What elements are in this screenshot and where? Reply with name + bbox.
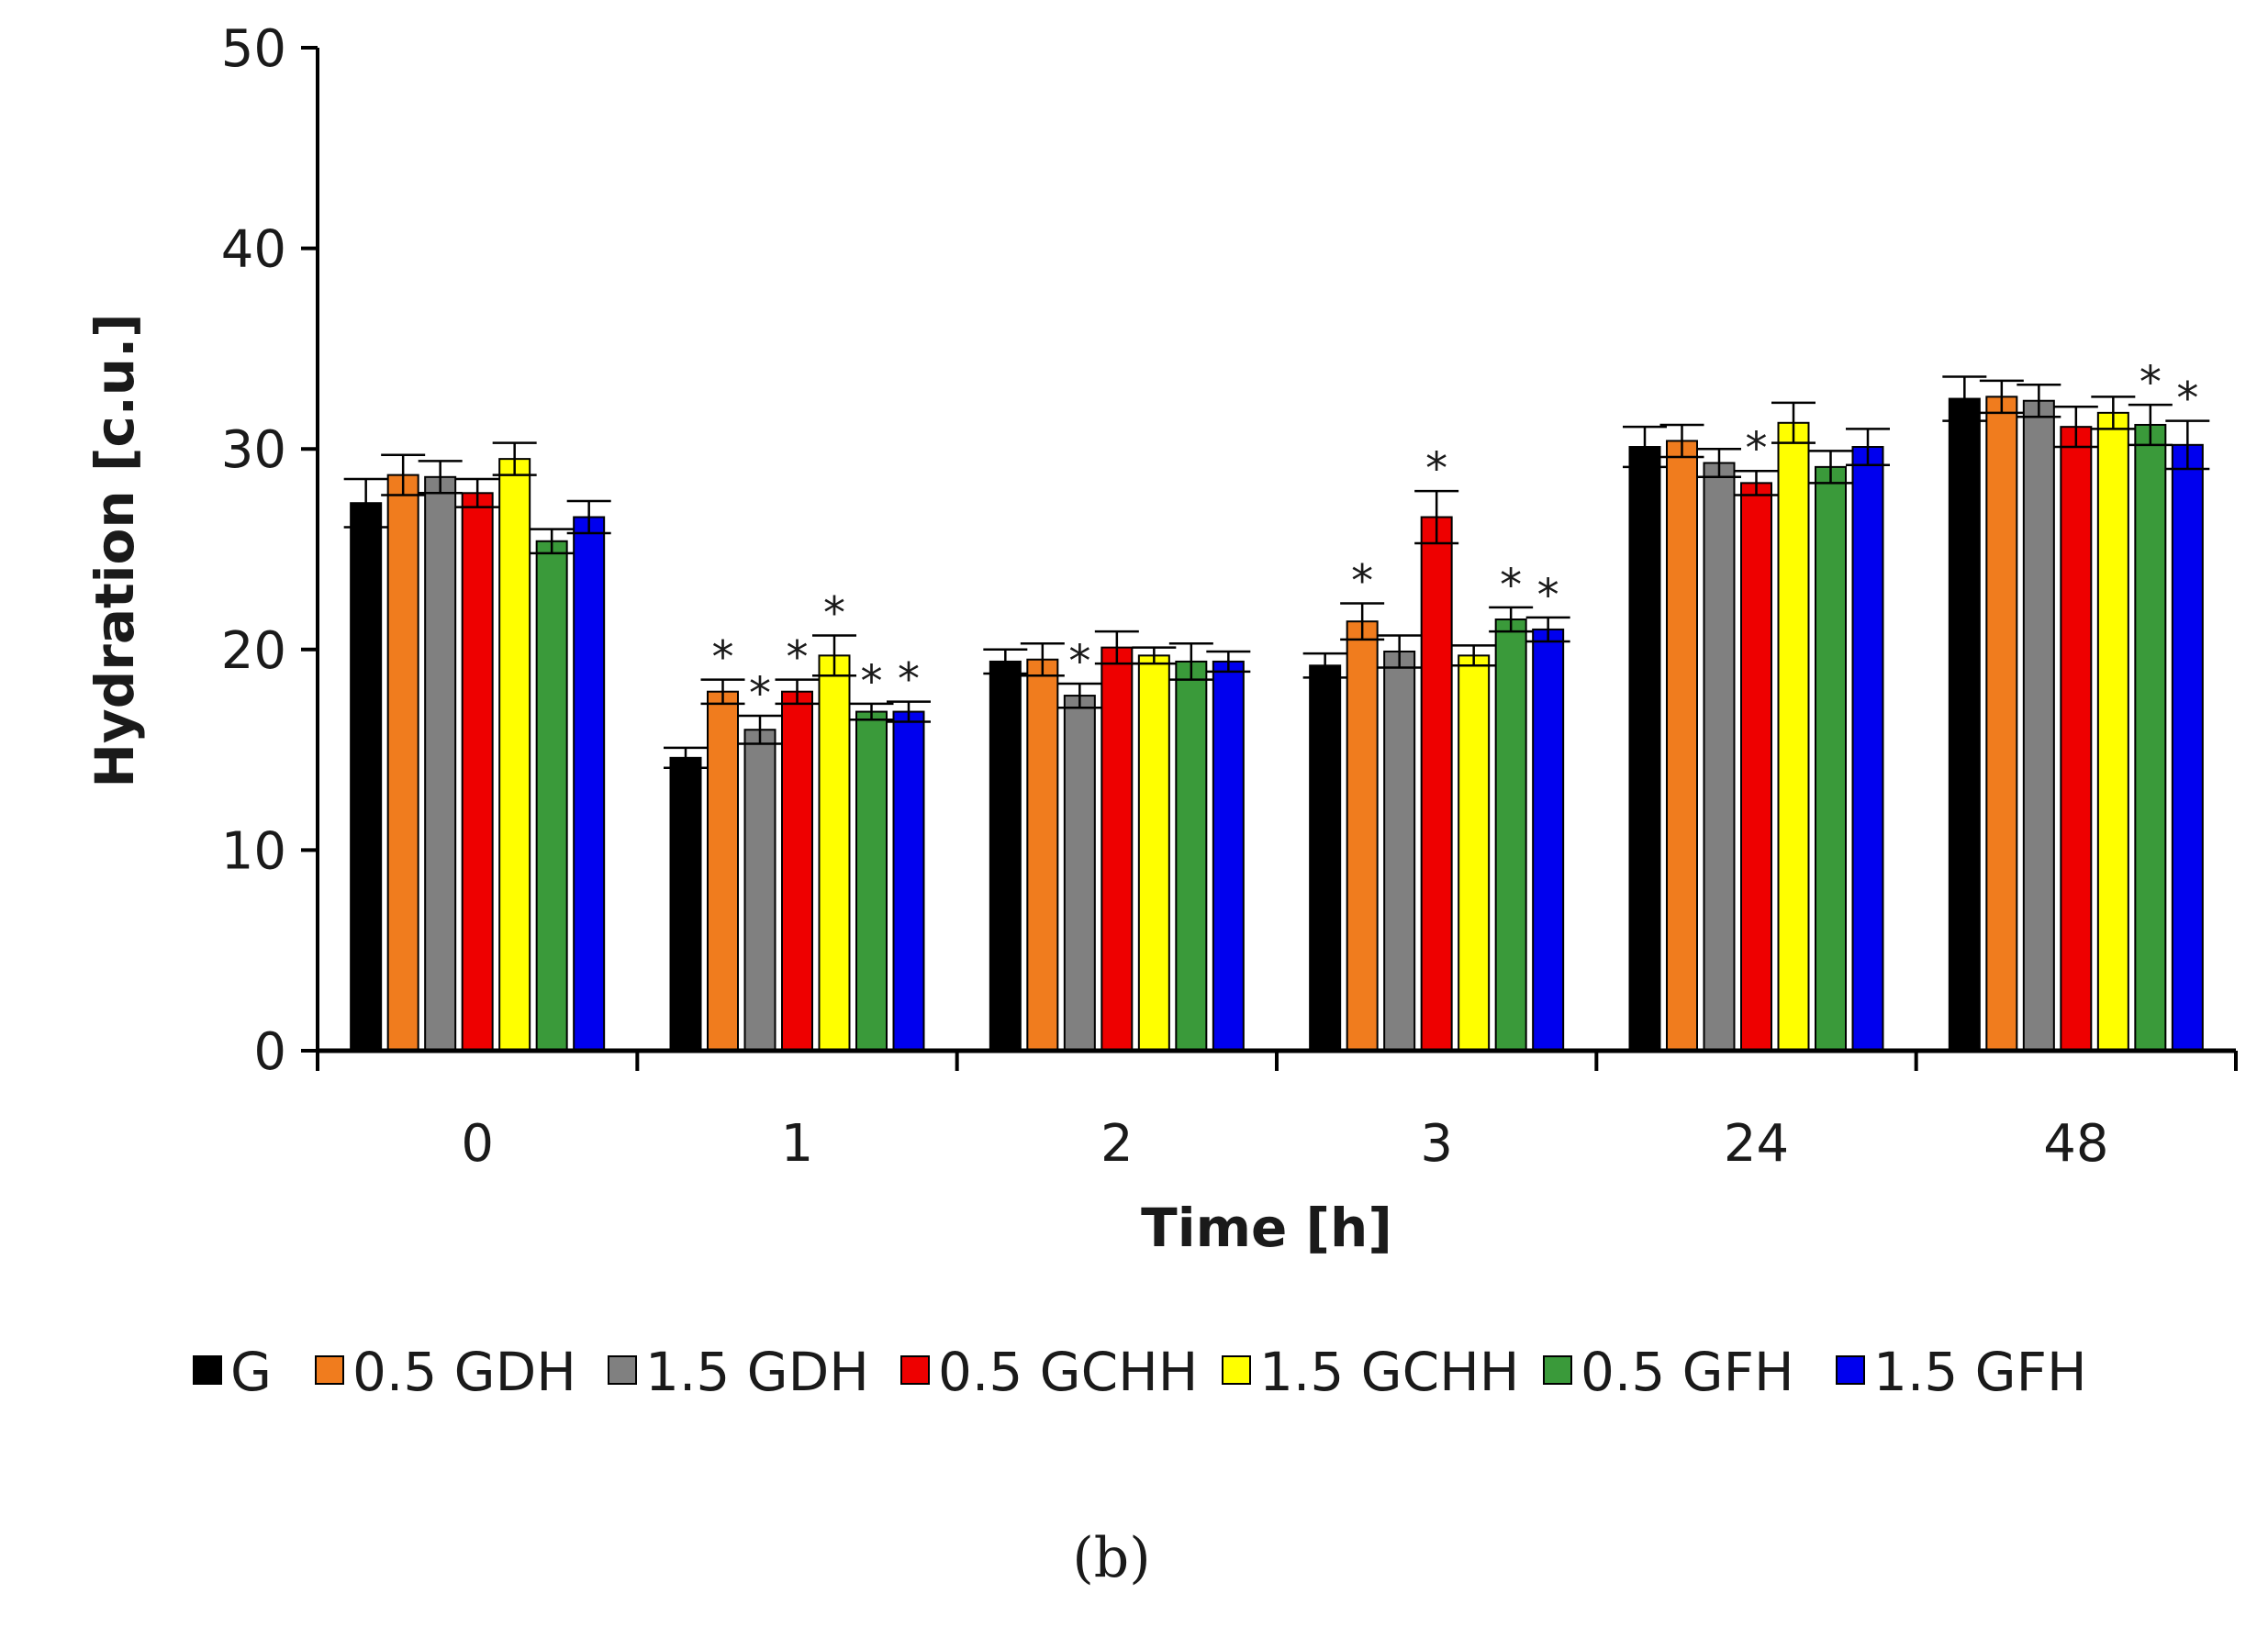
- legend: G 0.5 GDH 1.5 GDH 0.5 GCHH 1.5 GCHH 0.5 GFH 1.…: [193, 1341, 2087, 1403]
- bars-layer: * * * * * * * * * * * * * *: [343, 357, 2210, 1053]
- y-tick-label: 40: [221, 220, 286, 280]
- bar: [1212, 660, 1245, 1053]
- legend-label: 1.5 GCHH: [1259, 1341, 1519, 1403]
- legend-swatch: [900, 1355, 930, 1385]
- bar: [989, 660, 1022, 1053]
- bar: [461, 492, 494, 1052]
- legend-swatch: [1222, 1355, 1251, 1385]
- legend-swatch: [1543, 1355, 1572, 1385]
- legend-swatch: [608, 1355, 637, 1385]
- bar: [1420, 516, 1453, 1052]
- x-tick-label: 24: [1724, 1114, 1789, 1174]
- significance-marker: *: [787, 632, 809, 684]
- legend-label: 0.5 GDH: [352, 1341, 576, 1403]
- legend-label: G: [230, 1341, 272, 1403]
- legend-label: 1.5 GFH: [1873, 1341, 2087, 1403]
- significance-marker: *: [749, 668, 771, 719]
- legend-swatch: [1836, 1355, 1865, 1385]
- bar: [855, 710, 888, 1052]
- bar: [573, 516, 606, 1052]
- bar: [818, 654, 851, 1052]
- bar: [1815, 465, 1847, 1052]
- y-tick-label: 20: [221, 621, 286, 681]
- ticks-layer: 0 10 20 30 40 50 0 1 2 3 24 48: [221, 19, 2238, 1174]
- bar: [386, 474, 419, 1052]
- x-tick-label: 2: [1100, 1114, 1134, 1174]
- bar: [1985, 396, 2018, 1052]
- legend-swatch: [315, 1355, 344, 1385]
- bar: [498, 458, 531, 1052]
- y-tick-label: 10: [221, 821, 286, 881]
- bar: [1494, 618, 1527, 1052]
- panel-label: (b): [1072, 1526, 1150, 1590]
- bar: [424, 475, 457, 1052]
- y-axis-title: Hydration [c.u.]: [84, 313, 146, 787]
- bar: [1175, 660, 1208, 1053]
- bar: [707, 690, 739, 1052]
- significance-marker: *: [712, 632, 734, 684]
- bar: [1309, 664, 1342, 1053]
- bar: [1346, 620, 1379, 1052]
- y-tick-label: 30: [221, 420, 286, 480]
- significance-marker: *: [1425, 443, 1447, 495]
- significance-marker: *: [823, 587, 845, 639]
- legend-label: 1.5 GDH: [645, 1341, 869, 1403]
- bar: [1948, 397, 1981, 1052]
- axes-layer: [316, 48, 2236, 1053]
- x-tick-label: 48: [2043, 1114, 2108, 1174]
- bar: [1137, 654, 1170, 1052]
- bar: [1532, 628, 1565, 1052]
- bar: [1851, 446, 1884, 1053]
- significance-marker: *: [861, 656, 883, 708]
- significance-marker: *: [2140, 357, 2162, 408]
- bar: [743, 729, 776, 1052]
- significance-marker: *: [1537, 570, 1559, 621]
- bar: [1063, 695, 1096, 1052]
- bar: [2096, 411, 2129, 1052]
- legend-label: 0.5 GFH: [1581, 1341, 1794, 1403]
- bar: [1383, 650, 1416, 1053]
- bar: [535, 540, 568, 1052]
- bar: [1703, 462, 1736, 1052]
- bar: [2171, 443, 2204, 1052]
- bar: [1458, 654, 1491, 1052]
- significance-marker: *: [1068, 636, 1090, 687]
- bar: [781, 690, 813, 1052]
- significance-marker: *: [1500, 560, 1522, 611]
- bar: [1740, 482, 1772, 1052]
- x-tick-label: 0: [461, 1114, 494, 1174]
- bar: [1666, 440, 1698, 1052]
- y-tick-label: 0: [253, 1022, 286, 1082]
- bar: [1026, 658, 1059, 1052]
- bar: [1628, 446, 1661, 1053]
- bar: [669, 756, 702, 1052]
- significance-marker: *: [2176, 373, 2198, 425]
- bar: [1777, 421, 1810, 1053]
- bar: [2060, 426, 2093, 1052]
- significance-marker: *: [898, 654, 920, 706]
- x-axis-title: Time [h]: [1141, 1197, 1392, 1259]
- x-tick-label: 3: [1420, 1114, 1453, 1174]
- significance-marker: *: [1351, 556, 1373, 607]
- bar: [892, 710, 925, 1052]
- x-tick-label: 1: [781, 1114, 814, 1174]
- significance-marker: *: [1746, 423, 1768, 474]
- bar: [1100, 646, 1134, 1052]
- bar: [350, 502, 383, 1052]
- legend-label: 0.5 GCHH: [938, 1341, 1198, 1403]
- y-tick-label: 50: [221, 19, 286, 79]
- bar: [2134, 423, 2167, 1052]
- bar: [2022, 399, 2055, 1052]
- legend-swatch: [193, 1355, 222, 1385]
